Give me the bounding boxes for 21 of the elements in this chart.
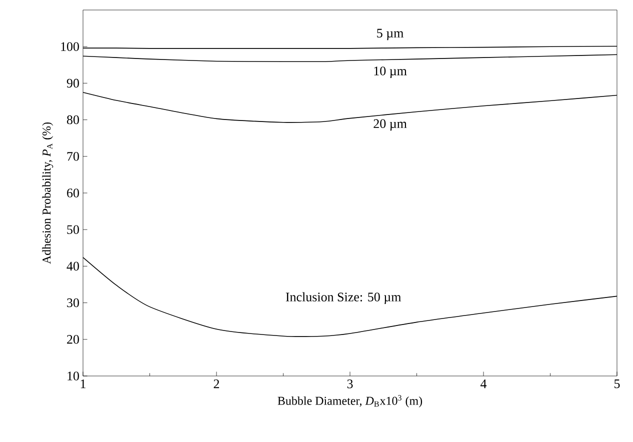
y-tick-label: 30 — [67, 298, 79, 308]
series-label: 20 µm — [374, 119, 407, 131]
y-tick-label: 40 — [66, 262, 79, 271]
y-tick-label: 20 — [67, 335, 79, 344]
y-tick-label: 10 — [68, 372, 79, 380]
x-axis-title: Bubble Diameter, D$_{B}$x10$^{3}$ (m) — [278, 395, 422, 408]
y-tick-label: 60 — [67, 188, 79, 198]
y-tick-label: 90 — [66, 78, 79, 88]
y-tick-label: 70 — [67, 152, 79, 161]
x-tick-label: 3 — [347, 380, 353, 388]
y-tick-label: 100 — [61, 42, 79, 51]
series-label: Inclusion Size: 50 µm — [286, 292, 402, 304]
x-tick-label: 2 — [214, 380, 220, 388]
series-label: 10 µm — [374, 66, 407, 78]
y-axis-title: Adhesion Probability, P$_{A}$ (%) — [42, 122, 54, 264]
x-tick-label: 5 — [614, 380, 620, 388]
y-tick-label: 50 — [67, 225, 79, 234]
x-tick-label: 4 — [480, 380, 487, 388]
x-tick-label: 1 — [80, 380, 86, 388]
y-tick-label: 80 — [66, 115, 79, 124]
series-label: 5 µm — [377, 28, 404, 40]
